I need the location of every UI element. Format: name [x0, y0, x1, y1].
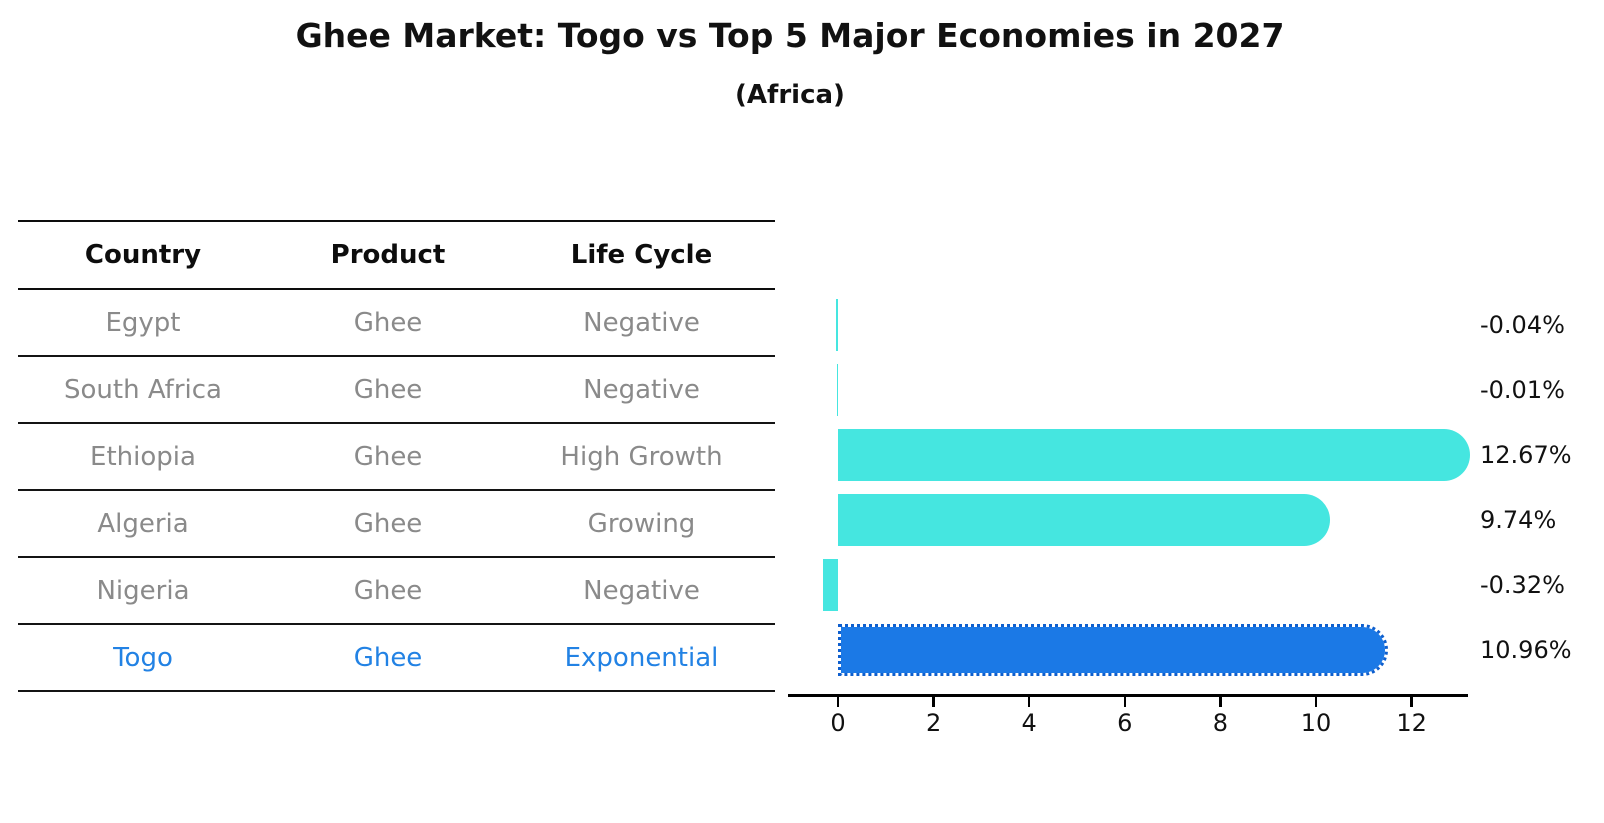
- cell-life-cycle: Growing: [587, 508, 696, 539]
- x-tick-0: [836, 696, 840, 707]
- page-title: Ghee Market: Togo vs Top 5 Major Economi…: [295, 16, 1285, 55]
- table-row-egypt: Egypt Ghee Negative: [18, 290, 775, 357]
- cell-country: Ethiopia: [90, 441, 196, 472]
- cell-country: Algeria: [97, 508, 189, 539]
- table-header-life-cycle: Life Cycle: [570, 240, 713, 270]
- cell-product: Ghee: [353, 575, 423, 606]
- table-row-nigeria: Nigeria Ghee Negative: [18, 558, 775, 625]
- table-row-south-africa: South Africa Ghee Negative: [18, 357, 775, 424]
- cell-country: Nigeria: [96, 575, 190, 606]
- value-label-togo: 10.96%: [1480, 636, 1572, 664]
- table-row-algeria: Algeria Ghee Growing: [18, 491, 775, 558]
- cell-product: Ghee: [353, 374, 423, 405]
- value-label-nigeria: -0.32%: [1480, 571, 1565, 599]
- bar-egypt: [836, 299, 838, 351]
- x-tick-6: [1123, 696, 1127, 707]
- x-tick-12: [1410, 696, 1413, 707]
- x-tick-10: [1314, 696, 1318, 707]
- cell-product: Ghee: [353, 508, 423, 539]
- cell-life-cycle: Negative: [583, 575, 700, 606]
- table-row-togo: Togo Ghee Exponential: [18, 625, 775, 692]
- x-tick-label-4: 4: [1021, 709, 1037, 737]
- data-table: Country Product Life Cycle Egypt Ghee Ne…: [18, 220, 775, 692]
- x-tick-label-2: 2: [925, 709, 942, 737]
- value-label-south-africa: -0.01%: [1480, 376, 1565, 404]
- cell-country: Egypt: [105, 307, 181, 338]
- cell-life-cycle: Negative: [583, 307, 700, 338]
- table-row-ethiopia: Ethiopia Ghee High Growth: [18, 424, 775, 491]
- table-header-product: Product: [330, 240, 446, 270]
- bar-togo: [838, 624, 1388, 676]
- x-tick-label-12: 12: [1396, 709, 1427, 737]
- cell-country: South Africa: [64, 374, 222, 405]
- table-header-country: Country: [84, 240, 202, 270]
- cell-product: Ghee: [353, 642, 423, 673]
- x-tick-label-6: 6: [1117, 709, 1133, 737]
- table-header-row: Country Product Life Cycle: [18, 222, 775, 290]
- x-axis-line: [788, 693, 1468, 697]
- bar-algeria: [838, 494, 1330, 546]
- value-label-algeria: 9.74%: [1480, 506, 1557, 534]
- page-subtitle: (Africa): [735, 80, 845, 110]
- bar-south-africa: [837, 364, 838, 416]
- x-tick-label-0: 0: [830, 709, 846, 737]
- cell-product: Ghee: [353, 441, 423, 472]
- x-tick-label-8: 8: [1212, 709, 1229, 737]
- cell-life-cycle: High Growth: [560, 441, 723, 472]
- x-tick-4: [1027, 696, 1031, 707]
- x-tick-label-10: 10: [1300, 709, 1332, 737]
- cell-life-cycle: Exponential: [564, 642, 719, 673]
- bar-nigeria: [822, 559, 838, 611]
- value-label-egypt: -0.04%: [1480, 311, 1565, 339]
- cell-life-cycle: Negative: [583, 374, 700, 405]
- cell-country: Togo: [113, 642, 173, 673]
- bar-ethiopia: [838, 429, 1470, 481]
- cell-product: Ghee: [353, 307, 423, 338]
- x-tick-8: [1219, 696, 1222, 707]
- x-tick-2: [932, 696, 935, 707]
- value-label-ethiopia: 12.67%: [1480, 441, 1572, 469]
